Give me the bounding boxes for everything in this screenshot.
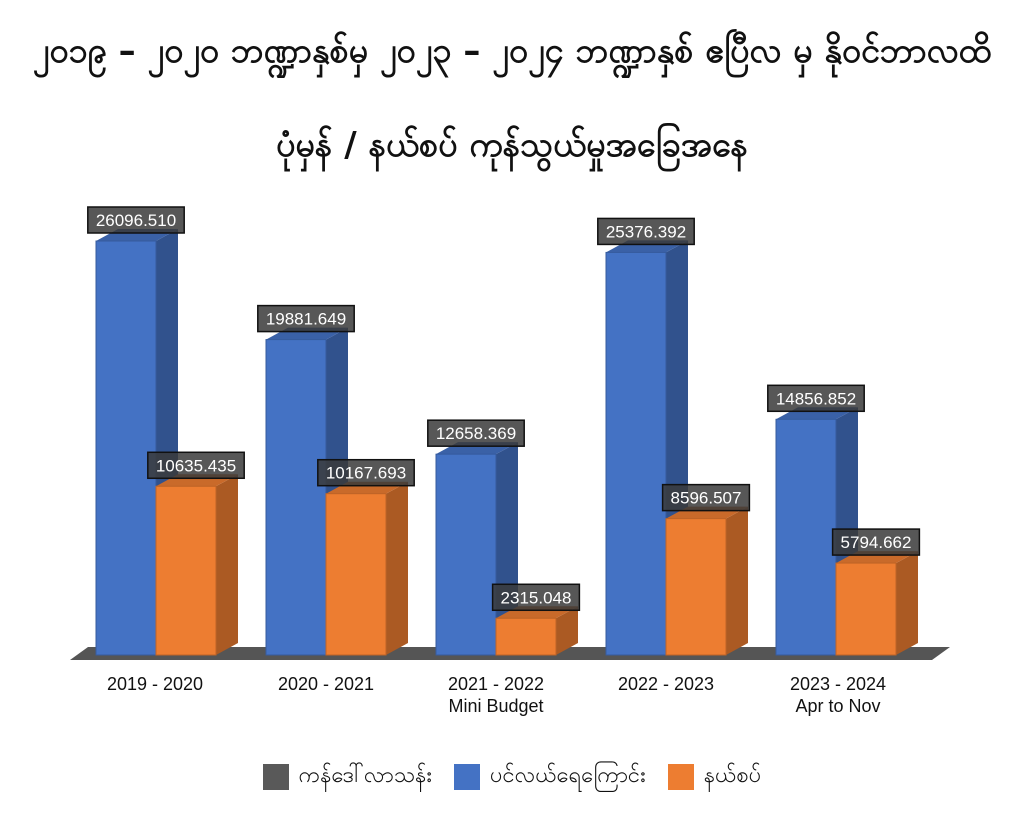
category-label-4: 2023 - 2024	[790, 674, 886, 694]
bar-s0-c1	[265, 339, 327, 656]
data-label-box-s1-c0	[147, 451, 245, 480]
bar-s0-c0	[95, 240, 157, 656]
bar-s0-c4	[775, 418, 837, 656]
bar-s1-c3	[665, 518, 727, 656]
legend-swatch-border	[667, 763, 694, 790]
legend-item-sea: ပင်လယ်ရေကြောင်း	[453, 760, 646, 793]
data-label-box-s0-c2	[427, 419, 525, 447]
legend-swatch-unit	[262, 763, 289, 790]
legend-swatch-sea	[453, 763, 480, 790]
bar-s0-c2	[435, 453, 497, 656]
legend-item-unit: ကန်ဒေါ်လာသန်း	[262, 760, 432, 793]
legend-label-unit: ကန်ဒေါ်လာသန်း	[298, 763, 432, 788]
data-label-box-s1-c4	[831, 528, 921, 556]
data-label-box-s0-c4	[767, 384, 865, 413]
bar-side-s1-c2	[556, 606, 578, 655]
data-label-s1-c2: 2315.048	[501, 588, 572, 607]
bar-chart: 26096.510 19881.649 12658.369 25376.392 1485…	[70, 206, 950, 716]
bar-s0-c3	[605, 251, 667, 656]
data-label-s1-c1: 10167.693	[326, 464, 406, 483]
data-label-box-s0-c0	[87, 206, 185, 234]
category-label-2: 2021 - 2022	[448, 674, 544, 694]
legend-item-border: နယ်စပ်	[667, 760, 762, 793]
bar-s1-c2	[495, 617, 557, 656]
data-label-s1-c4: 5794.662	[841, 533, 912, 552]
bar-side-s1-c0	[216, 474, 238, 655]
bar-s1-c1	[325, 493, 387, 656]
bar-s1-c0	[155, 485, 217, 656]
legend-label-border: နယ်စပ်	[703, 763, 762, 788]
data-label-box-s0-c3	[597, 217, 695, 246]
category-label-3: 2022 - 2023	[618, 674, 714, 694]
data-label-s1-c3: 8596.507	[671, 489, 742, 508]
bar-side-s1-c3	[726, 506, 748, 655]
data-label-s0-c4: 14856.852	[776, 389, 856, 408]
legend-label-sea: ပင်လယ်ရေကြောင်း	[489, 763, 646, 788]
chart-legend: ကန်ဒေါ်လာသန်း ပင်လယ်ရေကြောင်း နယ်စပ်	[0, 760, 1024, 793]
data-label-box-s1-c3	[661, 483, 751, 512]
data-label-s0-c0: 26096.510	[96, 211, 176, 230]
data-label-s0-c3: 25376.392	[606, 222, 686, 241]
bar-side-s1-c1	[386, 481, 408, 655]
data-label-box-s1-c2	[491, 583, 581, 612]
data-label-box-s0-c1	[257, 304, 355, 333]
bar-s1-c4	[835, 562, 897, 656]
data-label-s1-c0: 10635.435	[156, 456, 236, 475]
chart-title-line-2: ပုံမှန် / နယ်စပ် ကုန်သွယ်မှုအခြေအနေ	[275, 125, 749, 165]
chart-title-line-1: ၂၀၁၉ – ၂၀၂၀ ဘဏ္ဍာနှစ်မှ ၂၀၂၃ – ၂၀၂၄ ဘဏ္ဍ…	[32, 31, 992, 71]
category-label-0: 2019 - 2020	[107, 674, 203, 694]
category-label-1: 2020 - 2021	[278, 674, 374, 694]
data-label-s0-c2: 12658.369	[436, 424, 516, 443]
category-label-4-sub: Apr to Nov	[795, 696, 880, 716]
data-label-s0-c1: 19881.649	[266, 310, 346, 329]
category-label-2-sub: Mini Budget	[448, 696, 543, 716]
data-label-box-s1-c1	[317, 458, 415, 487]
bar-side-s1-c4	[896, 551, 918, 655]
